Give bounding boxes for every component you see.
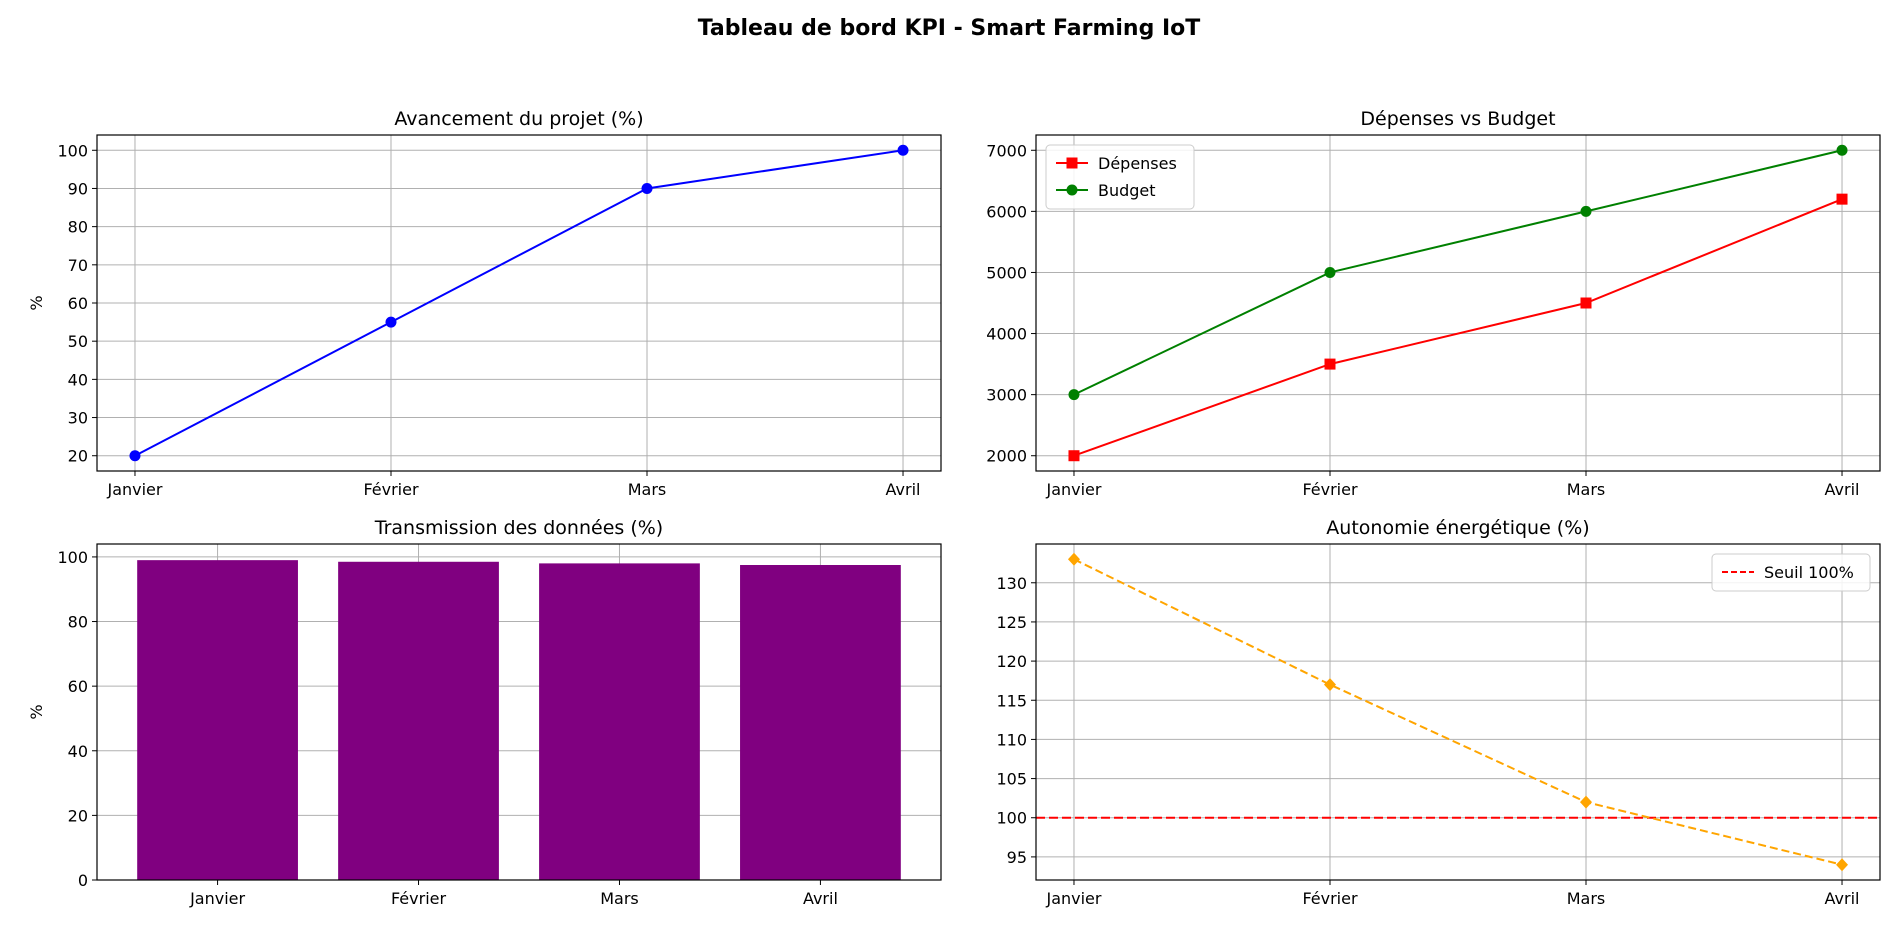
legend-marker [1066, 184, 1078, 196]
y-tick-label: 100 [57, 548, 88, 567]
data-point [1836, 144, 1848, 156]
y-tick-label: 20 [68, 806, 88, 825]
y-axis-label: % [27, 295, 46, 310]
x-tick-label: Février [1302, 889, 1358, 908]
y-tick-label: 50 [68, 332, 88, 351]
y-tick-label: 70 [68, 256, 88, 275]
legend-marker [1066, 157, 1078, 169]
x-tick-label: Mars [1567, 480, 1606, 499]
y-tick-label: 80 [68, 218, 88, 237]
subplot-title: Avancement du projet (%) [394, 108, 643, 130]
y-tick-label: 105 [996, 770, 1027, 789]
y-tick-label: 5000 [986, 263, 1027, 282]
y-tick-label: 100 [57, 141, 88, 160]
data-point [385, 316, 397, 328]
y-tick-label: 7000 [986, 141, 1027, 160]
series-line [1073, 149, 1843, 396]
legend-box [1711, 553, 1871, 592]
subplot-2: 2000 3000 4000 5000 6000 7000 Janvier Février Ma… [986, 108, 1881, 499]
data-point [1580, 297, 1592, 309]
legend-label: Budget [1098, 181, 1156, 200]
y-tick-label: 130 [996, 574, 1027, 593]
axes-frame [96, 543, 942, 881]
y-tick-label: 40 [68, 370, 88, 389]
series-line [1073, 198, 1843, 457]
series-line [134, 149, 904, 457]
x-tick-label: Mars [600, 889, 639, 908]
subplot-title: Transmission des données (%) [374, 517, 663, 539]
legend-label: Dépenses [1098, 154, 1177, 173]
data-point [1323, 678, 1336, 692]
data-point [1067, 552, 1080, 566]
x-tick-label: Février [391, 889, 447, 908]
data-point [1836, 858, 1849, 872]
y-tick-label: 0 [78, 871, 88, 890]
x-tick-label: Janvier [106, 480, 162, 499]
x-tick-label: Avril [886, 480, 921, 499]
data-point [897, 144, 909, 156]
legend: Dépenses Budget [1045, 144, 1195, 210]
y-tick-label: 30 [68, 409, 88, 428]
x-tick-label: Mars [1567, 889, 1606, 908]
y-tick-label: 40 [68, 742, 88, 761]
y-tick-label: 60 [68, 294, 88, 313]
data-point [641, 182, 653, 194]
subplot-4: 95 100 105 110 115 120 125 130 Janvier Février Mar… [996, 517, 1881, 908]
data-point [1068, 450, 1080, 462]
y-tick-label: 100 [996, 809, 1027, 828]
data-point [1324, 266, 1336, 278]
bar [539, 563, 700, 880]
y-tick-label: 60 [68, 677, 88, 696]
subplot-title: Autonomie énergétique (%) [1326, 517, 1589, 539]
x-tick-label: Janvier [1045, 889, 1101, 908]
data-point [1068, 389, 1080, 401]
legend: Seuil 100% [1711, 553, 1871, 592]
data-point [1580, 795, 1593, 809]
data-point [1324, 358, 1336, 370]
data-point [1580, 205, 1592, 217]
y-axis-label: % [27, 704, 46, 719]
x-tick-label: Avril [1825, 480, 1860, 499]
x-tick-label: Avril [803, 889, 838, 908]
bar [137, 560, 298, 880]
data-point [1836, 193, 1848, 205]
y-tick-label: 95 [1007, 848, 1027, 867]
y-tick-label: 80 [68, 613, 88, 632]
y-tick-label: 4000 [986, 325, 1027, 344]
subplot-title: Dépenses vs Budget [1360, 108, 1555, 130]
x-tick-label: Janvier [189, 889, 245, 908]
series-line [1073, 558, 1843, 866]
subplot-1: 20 30 40 50 60 70 80 90 100 Janvier Février Mars Avr… [27, 108, 942, 499]
y-tick-label: 90 [68, 179, 88, 198]
subplot-3: 0 20 40 60 80 100 Janvier Février Mars Avril Trans… [27, 517, 942, 908]
y-tick-label: 115 [996, 691, 1027, 710]
y-tick-label: 110 [996, 730, 1027, 749]
data-point [129, 450, 141, 462]
x-tick-label: Mars [628, 480, 667, 499]
y-tick-label: 3000 [986, 386, 1027, 405]
legend-box [1045, 144, 1195, 210]
x-tick-label: Avril [1825, 889, 1860, 908]
y-tick-label: 2000 [986, 447, 1027, 466]
bar [338, 561, 499, 880]
y-tick-label: 125 [996, 613, 1027, 632]
x-tick-label: Février [1302, 480, 1358, 499]
figure-title: Tableau de bord KPI - Smart Farming IoT [697, 16, 1201, 41]
y-tick-label: 120 [996, 652, 1027, 671]
x-tick-label: Février [363, 480, 419, 499]
y-tick-label: 6000 [986, 202, 1027, 221]
x-tick-label: Janvier [1045, 480, 1101, 499]
legend-label: Seuil 100% [1764, 563, 1854, 582]
y-tick-label: 20 [68, 447, 88, 466]
axes-frame [1035, 543, 1881, 881]
bar [740, 565, 901, 880]
axes-frame [1035, 134, 1881, 472]
